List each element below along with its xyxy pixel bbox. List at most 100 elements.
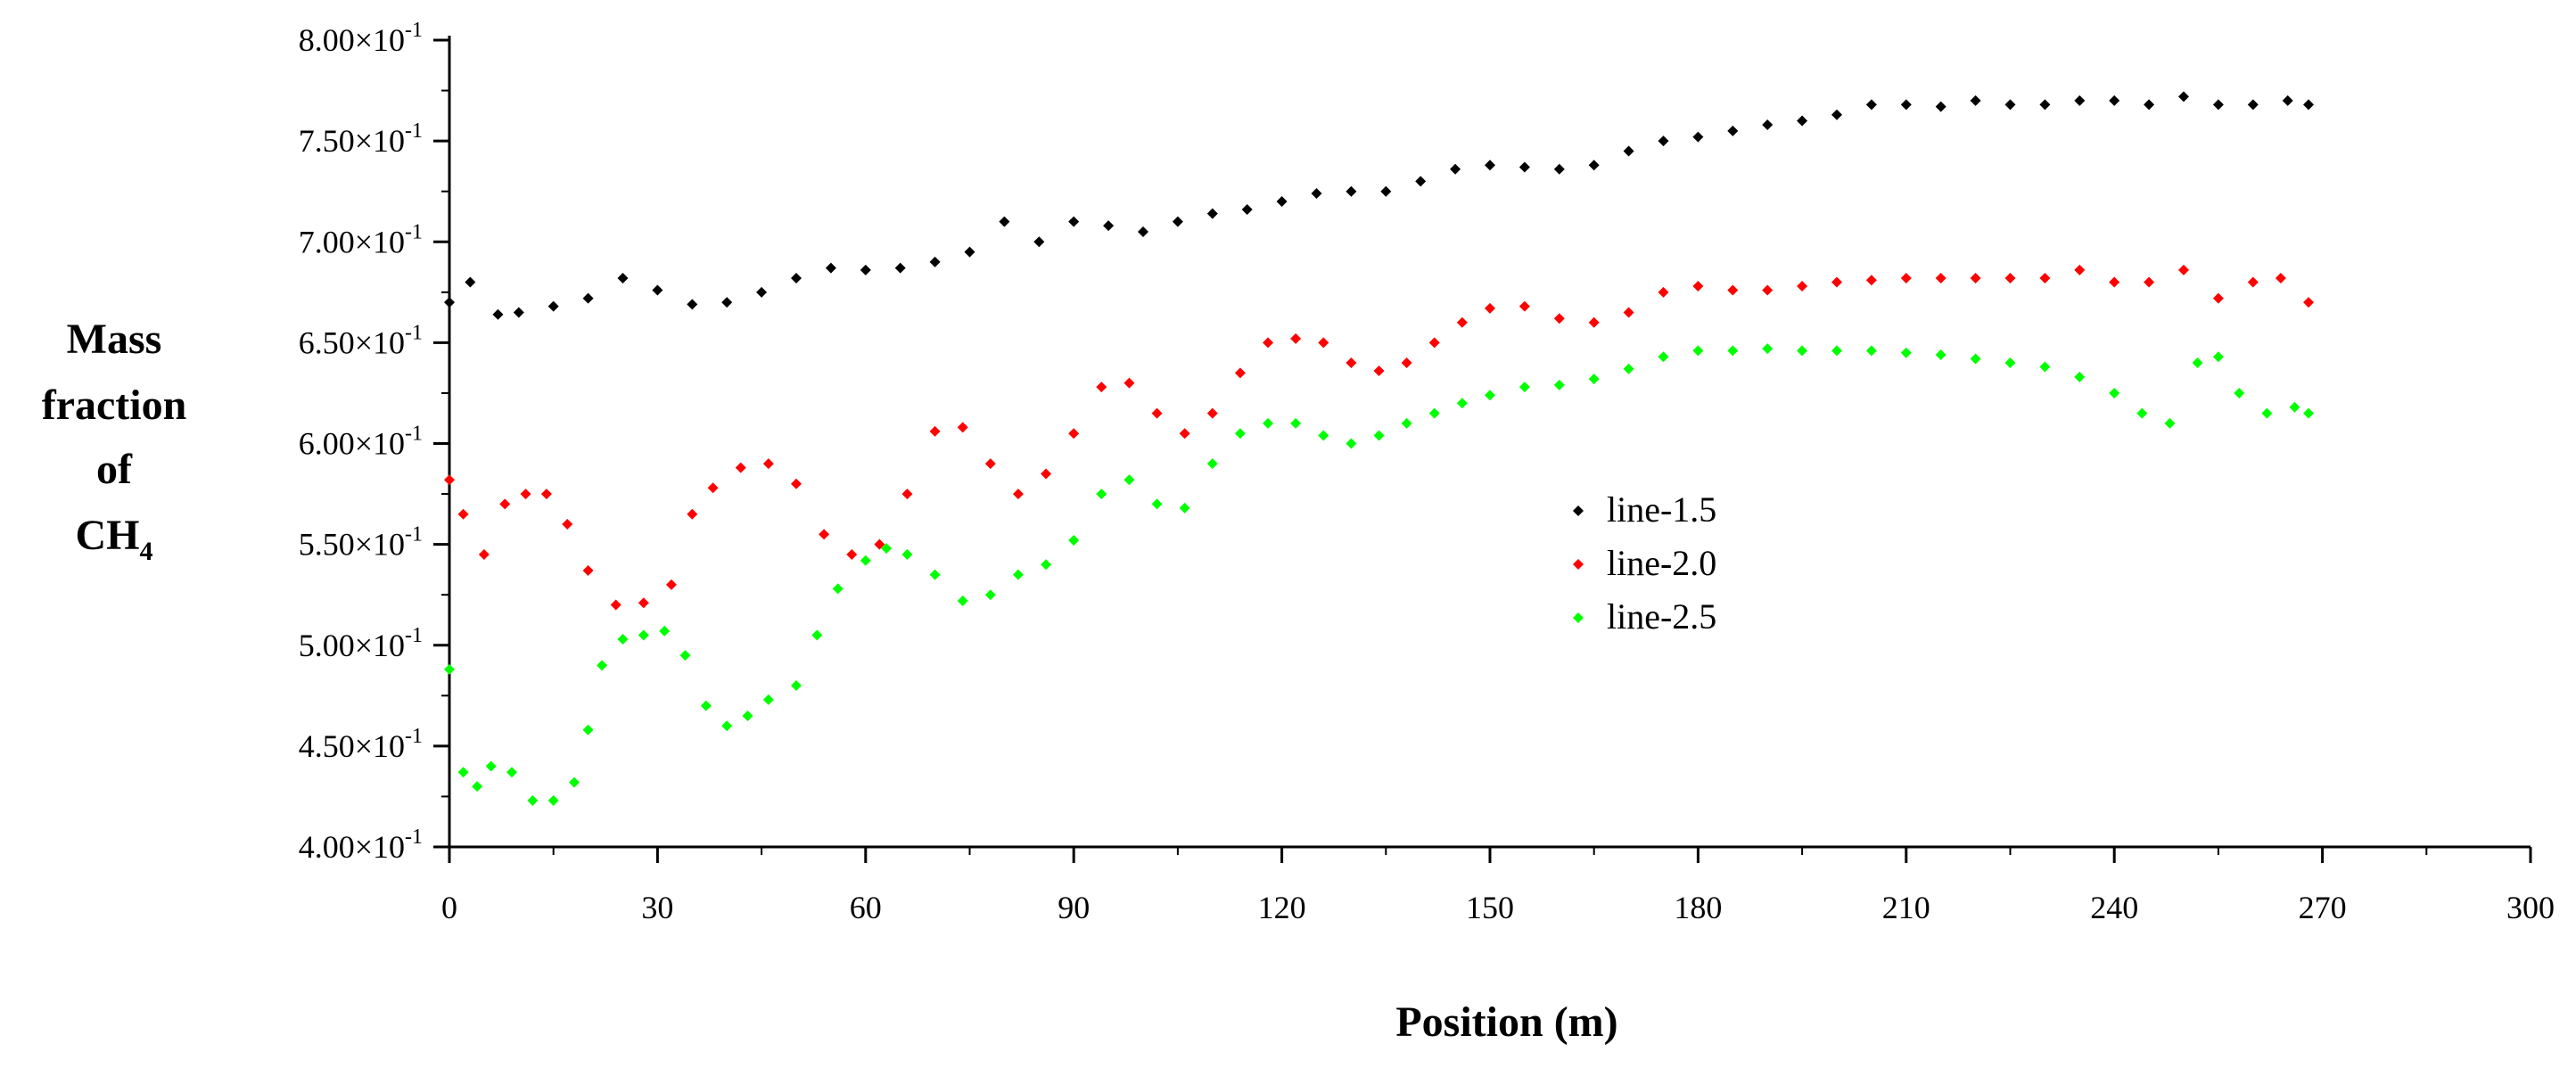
data-point: [1865, 345, 1877, 357]
data-point: [1900, 347, 1912, 358]
data-point: [1346, 185, 1357, 197]
data-point: [1456, 316, 1468, 328]
series-line-2.0: [444, 264, 2315, 611]
x-tick-label: 300: [2506, 890, 2555, 925]
data-point: [582, 565, 594, 577]
x-tick-label: 90: [1058, 890, 1090, 925]
data-point: [1123, 474, 1135, 486]
data-point: [2234, 387, 2245, 398]
data-point: [1762, 119, 1774, 131]
data-point: [2074, 371, 2086, 382]
data-point: [687, 299, 698, 310]
data-point: [1068, 216, 1080, 227]
y-axis-title-line-1: Mass: [67, 316, 162, 363]
y-tick-label: 5.00×10-1: [299, 624, 423, 663]
data-point: [1234, 428, 1246, 440]
data-point: [547, 794, 559, 806]
data-point: [1401, 357, 1412, 368]
data-point: [1623, 363, 1634, 374]
data-point: [984, 458, 996, 470]
data-point: [762, 458, 774, 470]
data-point: [1179, 502, 1190, 513]
data-point: [444, 663, 455, 675]
data-point: [1318, 430, 1329, 441]
data-point: [1692, 345, 1704, 357]
data-point: [520, 489, 531, 500]
y-axis-title-line-3: of: [96, 446, 133, 493]
data-point: [929, 425, 941, 437]
data-point: [1138, 226, 1148, 237]
data-point: [721, 297, 733, 308]
data-point: [874, 538, 885, 550]
y-axis-title-ch: CH: [76, 512, 140, 559]
data-point: [2144, 276, 2155, 288]
data-point: [929, 256, 941, 267]
data-point: [1623, 307, 1634, 318]
data-point: [1553, 313, 1565, 325]
data-point: [1415, 176, 1427, 187]
data-point: [1151, 407, 1163, 419]
legend-label: line-1.5: [1607, 489, 1716, 530]
data-point: [547, 300, 559, 312]
data-point: [506, 767, 518, 778]
data-point: [2144, 99, 2155, 111]
data-point: [2303, 407, 2315, 419]
data-point: [957, 595, 968, 606]
data-point: [742, 710, 753, 721]
data-point: [1041, 559, 1052, 571]
data-point: [1068, 535, 1080, 546]
data-point: [610, 599, 621, 611]
data-point: [846, 548, 858, 560]
data-point: [1588, 316, 1600, 328]
x-tick-label: 150: [1466, 890, 1514, 925]
data-point: [1033, 236, 1045, 248]
data-point: [465, 276, 476, 288]
y-axis-title-subscript: 4: [140, 537, 153, 566]
data-point: [1263, 337, 1274, 349]
data-point: [1276, 196, 1288, 207]
y-tick-label: 6.00×10-1: [299, 423, 423, 462]
data-point: [679, 650, 691, 661]
data-point: [2275, 272, 2286, 283]
y-tick-label: 7.50×10-1: [299, 119, 423, 159]
data-point: [1290, 333, 1302, 344]
data-point: [2074, 264, 2086, 275]
data-point: [499, 498, 511, 510]
data-point: [756, 286, 768, 298]
data-point: [2282, 94, 2293, 106]
data-point: [1311, 187, 1322, 199]
data-point: [2039, 361, 2051, 373]
x-tick-label: 60: [850, 890, 882, 925]
data-point: [1970, 94, 1981, 106]
data-point: [1935, 272, 1946, 283]
data-point: [457, 508, 469, 520]
legend: line-1.5 line-2.0 line-2.5: [1573, 489, 1716, 637]
data-point: [527, 794, 539, 806]
data-point: [2178, 91, 2189, 103]
data-point: [2261, 407, 2273, 419]
data-point: [1935, 101, 1946, 112]
data-point: [1103, 220, 1115, 232]
legend-label: line-2.0: [1607, 543, 1716, 583]
data-point: [2212, 292, 2224, 304]
data-point: [569, 776, 580, 788]
data-point: [707, 482, 719, 494]
data-point: [1450, 163, 1461, 175]
data-point: [2039, 272, 2051, 283]
data-point: [1241, 204, 1253, 216]
data-point: [1318, 337, 1329, 349]
data-point: [1692, 131, 1704, 143]
y-tick-label: 5.50×10-1: [299, 523, 423, 563]
data-point: [1658, 351, 1669, 363]
data-point: [1096, 382, 1107, 393]
data-point: [1797, 345, 1808, 357]
data-point: [1096, 489, 1107, 500]
data-point: [1518, 382, 1530, 393]
y-axis-title-line-2: fraction: [42, 382, 187, 429]
x-tick-label: 0: [441, 890, 457, 925]
data-point: [444, 297, 455, 308]
series-line-1.5: [444, 91, 2315, 320]
data-point: [1865, 275, 1877, 286]
data-point: [478, 548, 490, 560]
